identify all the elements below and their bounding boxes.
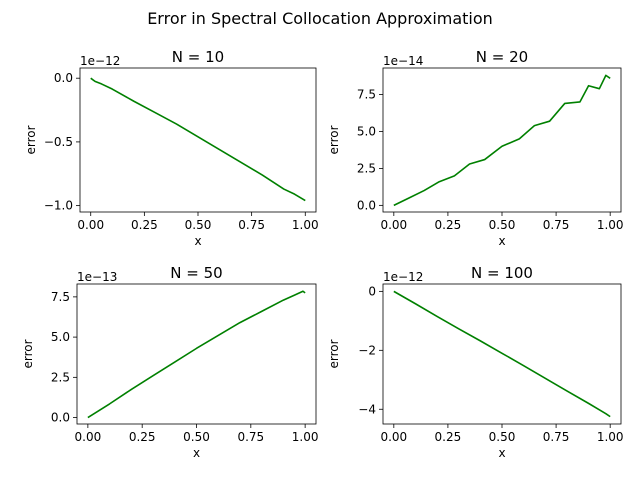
y-tick-label: 7.5	[51, 290, 70, 304]
x-tick-label: 0.25	[129, 430, 156, 444]
subplot-title: N = 50	[170, 264, 222, 282]
y-tick-label: 0.0	[54, 71, 73, 85]
y-tick-label: 0.0	[51, 411, 70, 425]
subplot-1: 0.00 0.25 0.50 0.75 1.00 −1.0 −0.5 0.0 N = 10 1e−…	[24, 48, 319, 248]
axes-frame	[76, 283, 317, 425]
y-axis-label: error	[327, 125, 341, 154]
x-tick-label: 0.75	[238, 218, 265, 232]
x-tick-label: 0.75	[543, 430, 570, 444]
x-tick-label: 1.00	[597, 218, 624, 232]
y-tick-label: 0	[368, 284, 376, 298]
series-line	[393, 290, 611, 418]
axes-frame	[79, 67, 317, 213]
offset-text: 1e−14	[383, 54, 423, 68]
offset-text: 1e−12	[80, 54, 120, 68]
x-tick-label: 0.25	[435, 430, 462, 444]
x-tick-label: 0.50	[185, 218, 212, 232]
x-tick-label: 0.50	[489, 218, 516, 232]
offset-text: 1e−12	[383, 270, 423, 284]
y-axis-label: error	[21, 339, 35, 368]
x-tick-label: 0.00	[77, 218, 104, 232]
y-axis-label: error	[24, 125, 38, 154]
offset-text: 1e−13	[77, 270, 117, 284]
x-tick-label: 1.00	[292, 430, 319, 444]
x-tick-label: 0.25	[131, 218, 158, 232]
subplot-4: 0.00 0.25 0.50 0.75 1.00 −4 −2 0 N = 100 1e−12 x er…	[327, 264, 624, 460]
series-line	[90, 77, 306, 202]
y-tick-label: −0.5	[44, 135, 73, 149]
x-axis-label: x	[194, 234, 201, 248]
y-tick-label: 5.0	[51, 330, 70, 344]
y-tick-label: 0.0	[357, 198, 376, 212]
series-line	[393, 74, 611, 207]
subplots: 0.00 0.25 0.50 0.75 1.00−1.0−0.50.0N = 101e−…	[21, 48, 624, 460]
x-axis-label: x	[498, 234, 505, 248]
y-tick-label: −2	[358, 343, 376, 357]
x-tick-label: 0.75	[237, 430, 264, 444]
y-tick-label: 2.5	[357, 161, 376, 175]
x-tick-label: 0.00	[380, 430, 407, 444]
y-tick-label: 2.5	[51, 370, 70, 384]
axes-frame	[382, 67, 622, 213]
subplot-2: 0.00 0.25 0.50 0.75 1.00 0.0 2.5 5.0 7.5 N = 20 1e…	[327, 48, 624, 248]
x-axis-label: x	[193, 446, 200, 460]
y-tick-label: 5.0	[357, 125, 376, 139]
y-tick-label: −4	[358, 402, 376, 416]
y-tick-label: 7.5	[357, 88, 376, 102]
figure-title: Error in Spectral Collocation Approximat…	[147, 9, 493, 28]
x-tick-label: 0.50	[183, 430, 210, 444]
subplot-title: N = 10	[172, 48, 224, 66]
y-tick-label: −1.0	[44, 199, 73, 213]
x-tick-label: 0.00	[380, 218, 407, 232]
x-tick-label: 0.00	[75, 430, 102, 444]
subplot-title: N = 100	[471, 264, 533, 282]
subplot-3: 0.00 0.25 0.50 0.75 1.00 0.0 2.5 5.0 7.5 N = 50 1e…	[21, 264, 318, 460]
x-tick-label: 0.75	[543, 218, 570, 232]
x-tick-label: 1.00	[597, 430, 624, 444]
x-tick-label: 0.50	[489, 430, 516, 444]
y-axis-label: error	[327, 339, 341, 368]
x-tick-label: 1.00	[292, 218, 319, 232]
series-line	[87, 290, 306, 419]
x-axis-label: x	[498, 446, 505, 460]
x-tick-label: 0.25	[435, 218, 462, 232]
subplot-title: N = 20	[476, 48, 528, 66]
